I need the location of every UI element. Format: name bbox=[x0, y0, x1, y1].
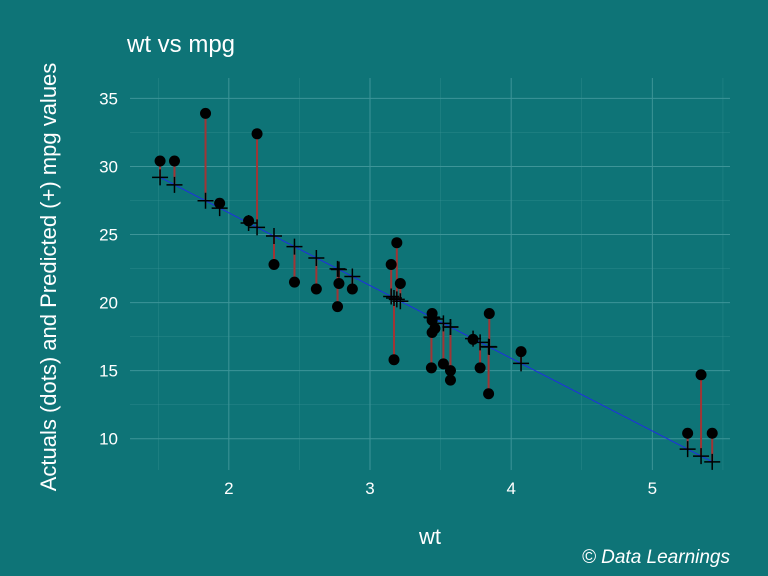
y-tick-label: 25 bbox=[99, 226, 118, 245]
actual-points bbox=[154, 107, 718, 439]
actual-point bbox=[426, 327, 438, 339]
actual-point bbox=[394, 278, 406, 290]
predicted-point bbox=[211, 200, 228, 217]
y-tick-label: 35 bbox=[99, 89, 118, 108]
actual-point bbox=[444, 365, 456, 377]
predicted-point bbox=[435, 315, 452, 332]
actual-point bbox=[346, 283, 358, 295]
x-tick-label: 4 bbox=[506, 479, 515, 498]
predicted-point bbox=[442, 318, 459, 335]
predicted-point bbox=[426, 311, 443, 328]
actual-point bbox=[385, 258, 397, 270]
predicted-point bbox=[693, 448, 710, 465]
actual-point bbox=[288, 276, 300, 288]
actual-point bbox=[474, 362, 486, 374]
actual-point bbox=[706, 427, 718, 439]
actual-point bbox=[483, 307, 495, 319]
predicted-point bbox=[166, 176, 183, 193]
actual-point bbox=[437, 358, 449, 370]
predicted-point bbox=[513, 355, 530, 372]
actual-point bbox=[200, 107, 212, 119]
grid bbox=[130, 78, 730, 470]
predicted-point bbox=[240, 214, 257, 231]
residual-segments bbox=[159, 113, 714, 462]
actual-point bbox=[251, 128, 263, 140]
actual-point bbox=[388, 354, 400, 366]
actual-point bbox=[515, 346, 527, 358]
predicted-point bbox=[330, 261, 347, 278]
x-tick-label: 5 bbox=[648, 479, 657, 498]
predicted-points bbox=[152, 169, 721, 470]
actual-point bbox=[268, 258, 280, 270]
predicted-point bbox=[472, 334, 489, 351]
caption: © Data Learnings bbox=[582, 547, 731, 568]
predicted-point bbox=[266, 228, 282, 245]
actual-point bbox=[333, 278, 345, 290]
x-axis-label: wt bbox=[418, 524, 441, 549]
predicted-point bbox=[423, 309, 440, 326]
predicted-point bbox=[197, 192, 214, 209]
y-tick-label: 10 bbox=[99, 430, 118, 449]
actual-point bbox=[695, 369, 707, 381]
y-tick-labels: 10 15 20 25 30 35 bbox=[99, 89, 118, 448]
actual-point bbox=[483, 388, 495, 400]
actual-point bbox=[425, 362, 437, 374]
y-tick-label: 20 bbox=[99, 294, 118, 313]
x-tick-labels: 2 3 4 5 bbox=[224, 479, 657, 498]
predicted-point bbox=[481, 338, 498, 355]
y-axis-label: Actuals (dots) and Predicted (+) mpg val… bbox=[36, 63, 61, 492]
actual-point bbox=[168, 155, 180, 167]
x-tick-label: 2 bbox=[224, 479, 233, 498]
predicted-point bbox=[308, 249, 325, 266]
predicted-point bbox=[704, 453, 721, 470]
actual-point bbox=[444, 374, 456, 386]
y-tick-label: 15 bbox=[99, 362, 118, 381]
predicted-point bbox=[465, 330, 482, 347]
predicted-point bbox=[392, 293, 409, 310]
x-tick-label: 3 bbox=[365, 479, 374, 498]
predicted-point bbox=[386, 289, 402, 306]
predicted-point bbox=[286, 238, 303, 255]
actual-point bbox=[310, 283, 322, 295]
predicted-point bbox=[679, 441, 696, 458]
predicted-point bbox=[383, 288, 400, 305]
predicted-point bbox=[152, 169, 169, 186]
predicted-point bbox=[249, 219, 266, 236]
actual-point bbox=[682, 427, 694, 439]
chart-title: wt vs mpg bbox=[126, 31, 235, 58]
predicted-point bbox=[344, 268, 361, 285]
actual-point bbox=[154, 155, 166, 167]
y-tick-label: 30 bbox=[99, 157, 118, 176]
actual-point bbox=[332, 301, 344, 313]
actual-point bbox=[391, 237, 403, 249]
